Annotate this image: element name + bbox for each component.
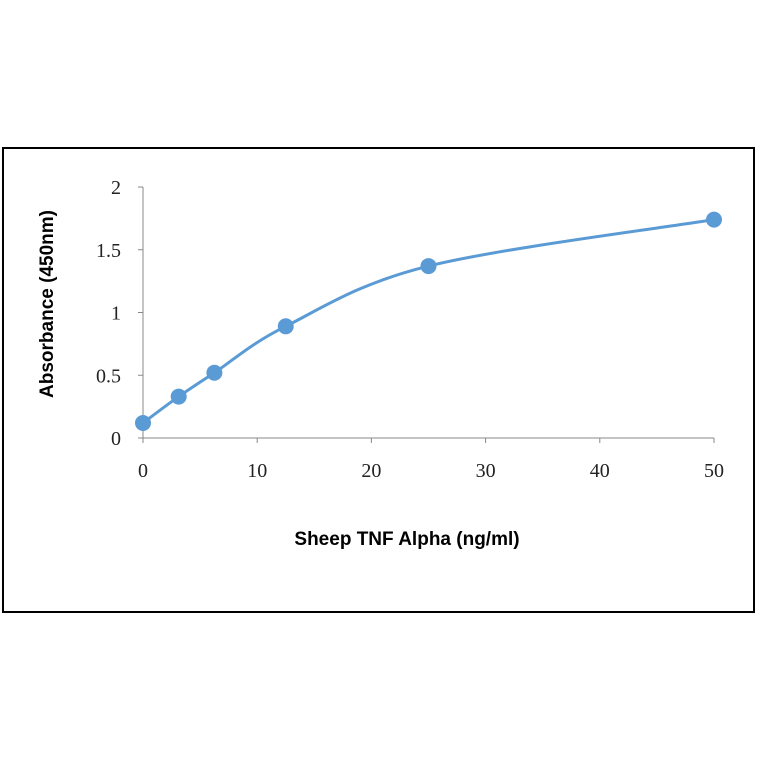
x-tick-label: 10 bbox=[247, 460, 267, 482]
x-tick-label: 40 bbox=[590, 460, 610, 482]
data-point bbox=[170, 388, 187, 405]
y-tick-labels: 0 0.5 1 1.5 2 bbox=[96, 177, 143, 450]
x-tick-label: 50 bbox=[704, 460, 724, 482]
data-point bbox=[206, 364, 223, 381]
y-axis-title: Absorbance (450nm) bbox=[37, 210, 58, 398]
x-tick-label: 20 bbox=[361, 460, 381, 482]
series-layer bbox=[135, 211, 722, 431]
y-tick-label: 1 bbox=[111, 303, 121, 325]
x-axis-title: Sheep TNF Alpha (ng/ml) bbox=[294, 529, 519, 550]
data-point bbox=[420, 258, 437, 275]
y-tick-label: 2 bbox=[111, 177, 121, 199]
x-tick-labels: 0 10 20 30 40 50 bbox=[138, 438, 724, 482]
series-line bbox=[141, 218, 716, 425]
x-tick-label: 30 bbox=[476, 460, 496, 482]
chart-frame bbox=[2, 147, 755, 613]
data-point bbox=[706, 211, 722, 228]
axes bbox=[142, 187, 714, 439]
y-tick-label: 0.5 bbox=[96, 365, 121, 387]
data-point bbox=[135, 414, 151, 431]
data-point bbox=[277, 318, 294, 335]
y-tick-label: 0 bbox=[111, 428, 121, 450]
y-tick-label: 1.5 bbox=[96, 240, 121, 262]
x-tick-label: 0 bbox=[138, 460, 148, 482]
